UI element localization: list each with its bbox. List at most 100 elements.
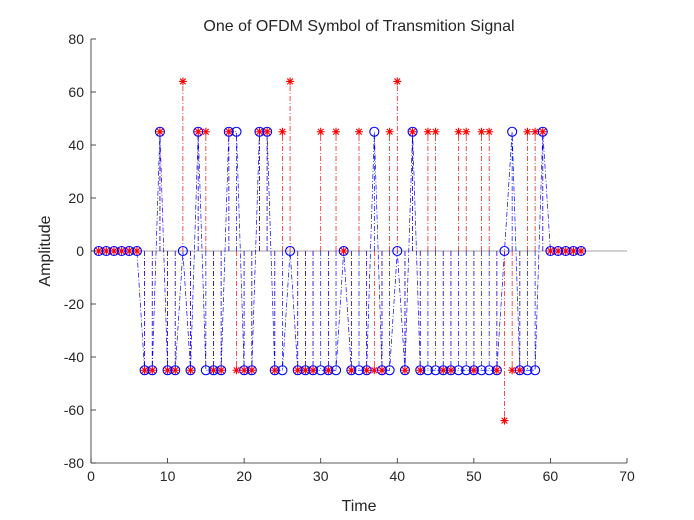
- series-blue-markers: [93, 126, 587, 376]
- blue-circle-point: [568, 245, 579, 257]
- x-axis-label: Time: [342, 498, 377, 515]
- blue-circle-point: [461, 365, 472, 376]
- blue-circle-point: [185, 365, 196, 376]
- blue-circle-point: [323, 365, 334, 376]
- y-tick-label: 80: [68, 31, 84, 47]
- red-asterisk-point: [171, 366, 180, 375]
- blue-circle-point: [277, 365, 288, 376]
- red-asterisk-point: [316, 127, 325, 136]
- red-asterisk-point: [347, 366, 356, 375]
- red-asterisk-point: [385, 127, 394, 136]
- blue-circle-point: [384, 365, 395, 376]
- y-tick-label: 20: [68, 190, 84, 206]
- blue-circle-point: [154, 126, 165, 137]
- blue-circle-point: [308, 365, 319, 376]
- red-asterisk-point: [408, 127, 417, 136]
- blue-circle-point: [170, 365, 181, 376]
- y-axis-label: Amplitude: [37, 215, 54, 286]
- red-asterisk-point: [508, 366, 517, 375]
- blue-circle-point: [468, 365, 479, 376]
- blue-circle-point: [430, 365, 441, 376]
- red-asterisk-point: [125, 247, 134, 255]
- red-asterisk-point: [240, 366, 249, 375]
- blue-circle-point: [476, 365, 487, 376]
- blue-circle-point: [246, 365, 257, 376]
- x-axis-ticks: 0 10 20 30 40 50 60 70: [87, 458, 635, 484]
- blue-circle-point: [108, 245, 120, 257]
- blue-circle-point: [101, 245, 112, 257]
- blue-circle-point: [292, 365, 303, 376]
- blue-circle-point: [407, 126, 418, 137]
- blue-circle-point: [239, 365, 250, 376]
- red-asterisk-point: [362, 366, 371, 375]
- series-red-markers: [94, 77, 586, 425]
- blue-circle-point: [491, 365, 502, 376]
- blue-circle-point: [499, 245, 510, 257]
- x-tick-label: 70: [619, 468, 635, 484]
- red-asterisk-point: [416, 366, 425, 375]
- y-tick-label: -20: [64, 296, 84, 312]
- blue-circle-point: [445, 365, 456, 376]
- red-asterisk-point: [309, 366, 318, 375]
- red-asterisk-point: [500, 416, 509, 425]
- blue-circle-point: [116, 245, 127, 257]
- blue-circle-point: [560, 245, 571, 257]
- red-asterisk-point: [217, 366, 226, 375]
- red-asterisk-point: [332, 127, 341, 136]
- red-asterisk-point: [247, 366, 256, 375]
- red-asterisk-point: [400, 366, 409, 375]
- red-asterisk-point: [431, 127, 440, 136]
- blue-circle-point: [162, 365, 173, 376]
- red-asterisk-point: [178, 77, 187, 86]
- red-asterisk-point: [569, 247, 578, 255]
- blue-circle-point: [231, 126, 242, 137]
- red-asterisk-point: [462, 127, 471, 136]
- red-asterisk-point: [263, 127, 272, 136]
- red-asterisk-point: [186, 366, 195, 375]
- blue-circle-point: [330, 365, 342, 376]
- blue-circle-point: [522, 365, 533, 376]
- blue-circle-point: [124, 245, 135, 257]
- blue-circle-point: [254, 126, 265, 137]
- blue-circle-point: [346, 365, 357, 376]
- red-asterisk-point: [477, 127, 486, 136]
- red-asterisk-point: [561, 247, 570, 255]
- blue-circle-point: [553, 245, 564, 257]
- blue-circle-point: [262, 126, 273, 137]
- red-asterisk-point: [393, 77, 402, 86]
- x-tick-label: 30: [313, 468, 329, 484]
- blue-circle-point: [269, 365, 280, 376]
- blue-circle-point: [223, 126, 234, 137]
- x-tick-label: 20: [236, 468, 252, 484]
- red-asterisk-point: [232, 366, 241, 375]
- blue-circle-point: [545, 245, 556, 257]
- red-asterisk-point: [286, 77, 295, 86]
- blue-circle-point: [139, 365, 150, 376]
- blue-circle-point: [193, 126, 204, 137]
- blue-circle-point: [338, 245, 349, 257]
- blue-circle-point: [438, 365, 449, 376]
- blue-circle-point: [415, 365, 426, 376]
- blue-circle-point: [399, 365, 410, 376]
- y-tick-label: -40: [64, 349, 84, 365]
- blue-circle-point: [300, 365, 311, 376]
- red-asterisk-point: [270, 366, 279, 375]
- red-asterisk-point: [546, 247, 555, 255]
- blue-circle-point: [131, 245, 142, 257]
- y-axis-ticks: -80 -60 -40 -20 0 20 40 60 80: [64, 31, 96, 471]
- blue-circle-point: [353, 365, 365, 376]
- red-asterisk-point: [194, 127, 203, 136]
- blue-circle-point: [537, 126, 548, 137]
- blue-series-line: [98, 131, 582, 371]
- red-asterisk-point: [492, 366, 501, 375]
- chart-title: One of OFDM Symbol of Transmition Signal: [203, 18, 514, 35]
- red-asterisk-point: [278, 127, 287, 136]
- red-asterisk-point: [446, 366, 455, 375]
- blue-circle-point: [453, 365, 464, 376]
- red-asterisk-point: [209, 366, 218, 375]
- blue-circle-point: [376, 365, 388, 376]
- x-tick-label: 60: [543, 468, 559, 484]
- red-asterisk-point: [454, 127, 463, 136]
- red-asterisk-point: [117, 247, 126, 255]
